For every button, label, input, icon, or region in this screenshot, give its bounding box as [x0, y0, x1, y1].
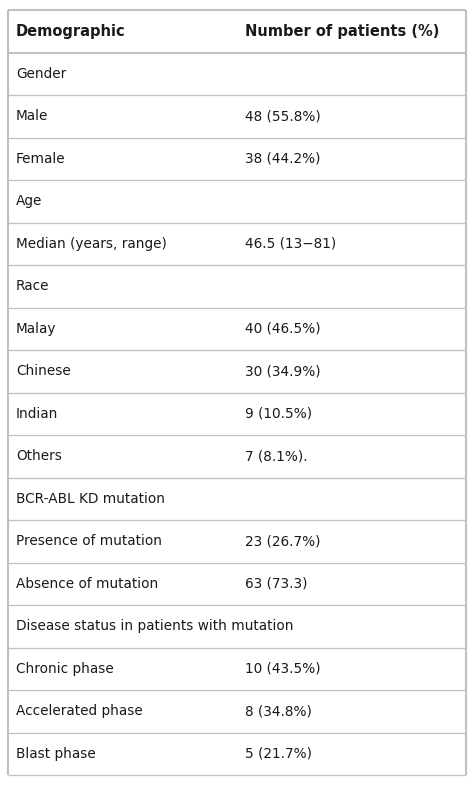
Text: 38 (44.2%): 38 (44.2%) [245, 152, 320, 166]
Text: 5 (21.7%): 5 (21.7%) [245, 747, 312, 761]
Text: Male: Male [16, 109, 48, 123]
Text: 7 (8.1%).: 7 (8.1%). [245, 449, 308, 463]
Text: 48 (55.8%): 48 (55.8%) [245, 109, 321, 123]
Text: Median (years, range): Median (years, range) [16, 237, 167, 250]
Text: Malay: Malay [16, 322, 56, 336]
Text: Chronic phase: Chronic phase [16, 662, 114, 676]
Text: 9 (10.5%): 9 (10.5%) [245, 407, 312, 421]
Text: 8 (34.8%): 8 (34.8%) [245, 704, 312, 718]
Text: Disease status in patients with mutation: Disease status in patients with mutation [16, 619, 293, 633]
Text: Others: Others [16, 449, 62, 463]
Text: Number of patients (%): Number of patients (%) [245, 24, 439, 38]
Text: Female: Female [16, 152, 65, 166]
Text: Indian: Indian [16, 407, 58, 421]
Text: Presence of mutation: Presence of mutation [16, 535, 162, 548]
Text: Absence of mutation: Absence of mutation [16, 577, 158, 591]
Text: 30 (34.9%): 30 (34.9%) [245, 364, 320, 378]
Text: 10 (43.5%): 10 (43.5%) [245, 662, 320, 676]
Text: Gender: Gender [16, 67, 66, 81]
Text: Accelerated phase: Accelerated phase [16, 704, 143, 718]
Text: BCR-ABL KD mutation: BCR-ABL KD mutation [16, 491, 165, 506]
Text: 40 (46.5%): 40 (46.5%) [245, 322, 320, 336]
Text: 23 (26.7%): 23 (26.7%) [245, 535, 320, 548]
Text: Age: Age [16, 194, 42, 208]
Text: Chinese: Chinese [16, 364, 71, 378]
Text: Race: Race [16, 279, 49, 294]
Text: 63 (73.3): 63 (73.3) [245, 577, 308, 591]
Text: Demographic: Demographic [16, 24, 126, 38]
Text: Blast phase: Blast phase [16, 747, 96, 761]
Text: 46.5 (13−81): 46.5 (13−81) [245, 237, 336, 250]
